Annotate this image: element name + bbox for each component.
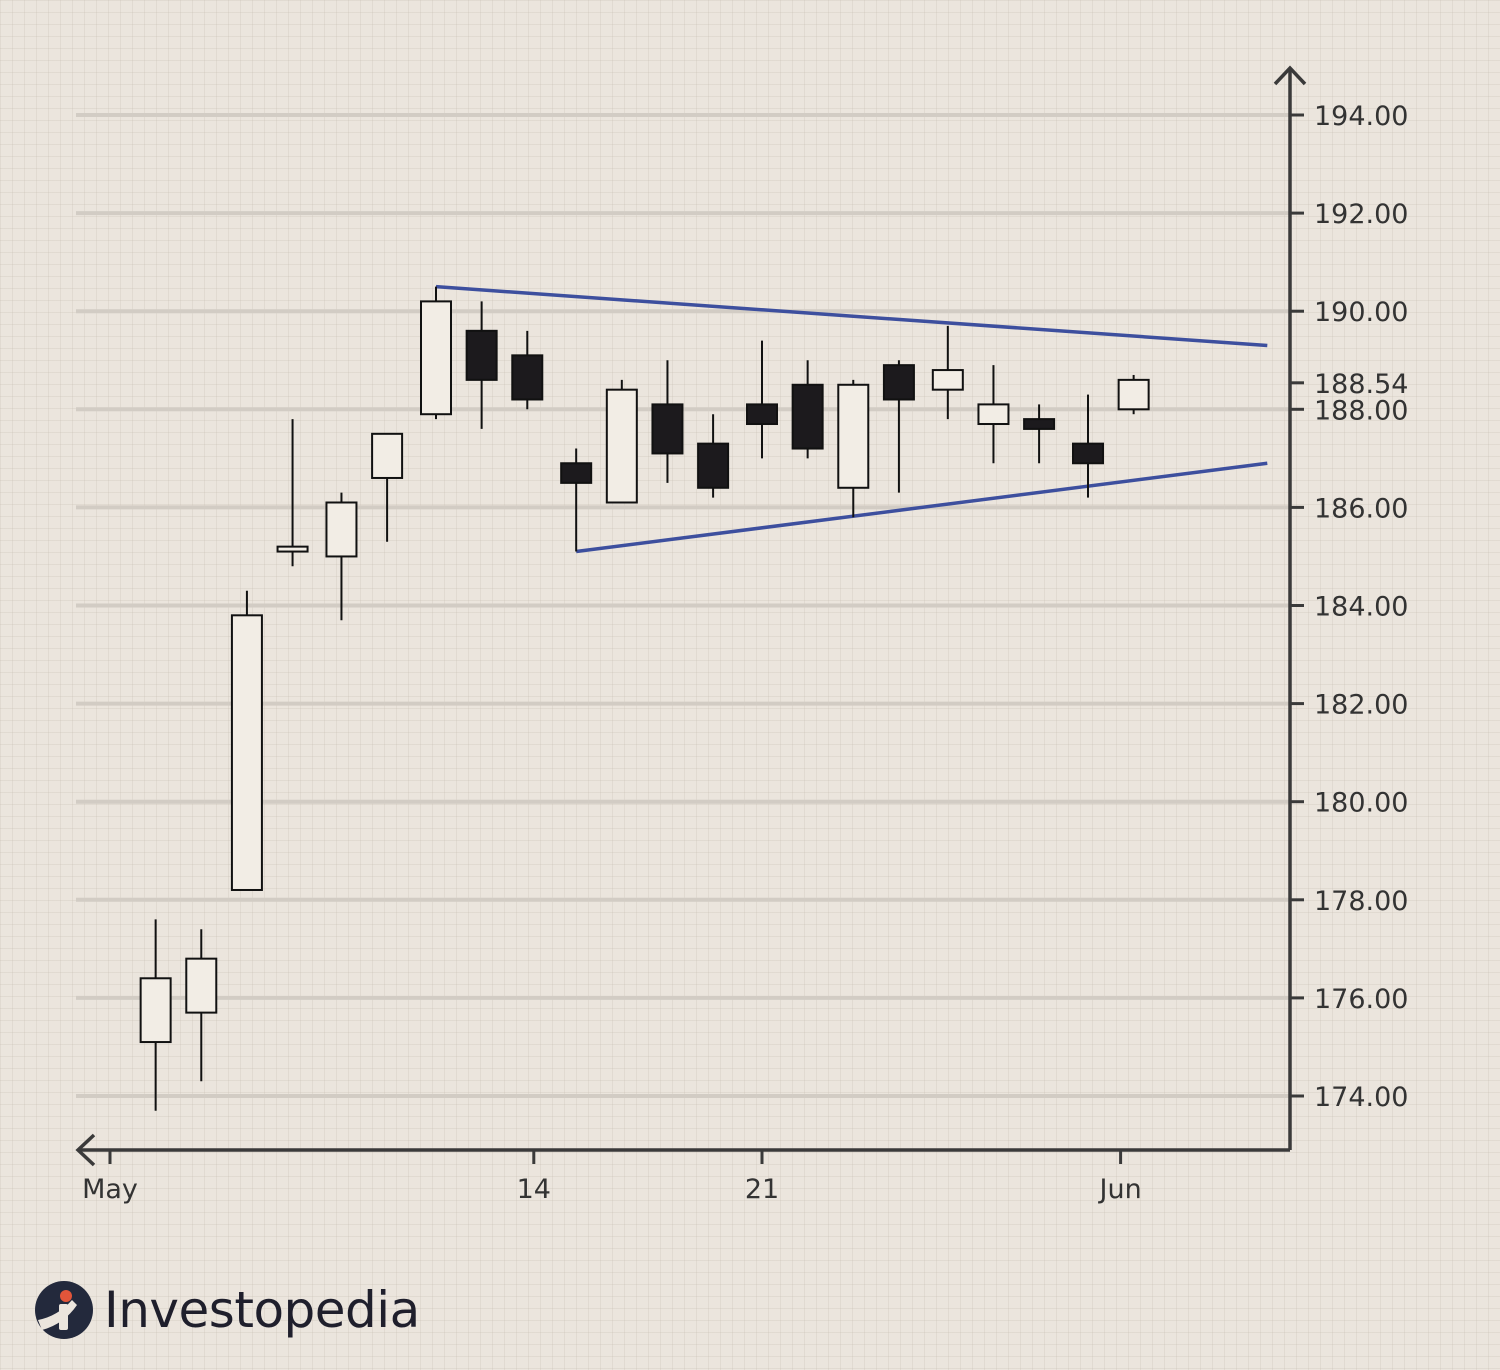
candle-body — [465, 329, 498, 381]
candle-body — [1072, 442, 1104, 465]
y-axis-arrow — [1273, 65, 1307, 86]
y-tick-label: 180.00 — [1314, 788, 1408, 819]
candle-body — [230, 614, 263, 891]
bullish-candle — [1117, 374, 1150, 415]
x-axis-arrow — [75, 1133, 96, 1167]
bearish-candle — [1072, 394, 1104, 498]
bearish-candle — [465, 301, 498, 429]
bearish-candle — [697, 414, 730, 498]
candle-body — [371, 432, 404, 479]
candle-body — [746, 403, 778, 426]
y-tick-label: 184.00 — [1314, 592, 1408, 623]
y-tick-label: 192.00 — [1314, 199, 1408, 230]
y-tick-label: 174.00 — [1314, 1082, 1408, 1113]
y-tick-label: 186.00 — [1314, 493, 1408, 524]
candle-body — [185, 957, 218, 1014]
candle-body — [931, 369, 964, 391]
bullish-candle — [605, 379, 638, 504]
candle-body — [697, 442, 730, 489]
candle-body — [651, 403, 684, 455]
y-tick-label: 194.00 — [1314, 101, 1408, 132]
y-tick-label: 176.00 — [1314, 984, 1408, 1015]
candle-body — [560, 462, 593, 484]
x-tick-label: May — [82, 1174, 138, 1205]
bearish-candle — [1023, 404, 1056, 464]
tick-labels: 174.00 176.00 178.00 180.00 182.00 184.00 186.… — [82, 101, 1408, 1205]
candle-body — [837, 383, 870, 489]
bearish-candle — [511, 330, 544, 410]
candle-body — [325, 501, 358, 558]
trendlines — [435, 284, 1268, 554]
bullish-candle — [420, 286, 452, 420]
x-tick-label: Jun — [1098, 1174, 1142, 1205]
bearish-candle — [651, 360, 684, 483]
bearish-candle — [791, 360, 824, 459]
bullish-candle — [276, 419, 309, 567]
y-tick-label: 178.00 — [1314, 886, 1408, 917]
candle-body — [139, 977, 172, 1044]
bullish-candle — [139, 919, 172, 1111]
bearish-candle — [560, 448, 593, 552]
candle-body — [1023, 418, 1056, 430]
x-tick-label: 14 — [517, 1174, 551, 1205]
y-tick-label: 188.54 — [1314, 369, 1408, 400]
investopedia-logo-icon — [35, 1281, 93, 1339]
trendline — [575, 461, 1268, 554]
bullish-candle — [371, 432, 404, 542]
bearish-candle — [746, 340, 778, 459]
bullish-candle — [977, 365, 1010, 464]
candle-body — [791, 383, 824, 450]
y-tick-label: 190.00 — [1314, 297, 1408, 328]
candle-body — [1117, 378, 1150, 411]
y-tick-label: 182.00 — [1314, 690, 1408, 721]
trendline — [435, 284, 1268, 348]
bullish-candle — [837, 379, 870, 518]
bullish-candle — [185, 929, 218, 1082]
candle-body — [276, 545, 309, 553]
candle-body — [605, 388, 638, 504]
bullish-candle — [325, 492, 358, 621]
axes — [75, 65, 1307, 1167]
bullish-candle — [230, 590, 263, 891]
brand-name: Investopedia — [104, 1281, 420, 1339]
y-tick-label: 188.00 — [1314, 395, 1408, 426]
candle-body — [882, 364, 915, 401]
investopedia-logo: Investopedia — [34, 1278, 420, 1342]
x-tick-label: 21 — [745, 1174, 779, 1205]
candle-body — [420, 300, 452, 416]
candle-body — [977, 403, 1010, 426]
grid-lines — [76, 113, 1290, 1098]
candles — [139, 286, 1150, 1111]
bearish-candle — [882, 360, 915, 493]
candle-body — [511, 354, 544, 401]
bullish-candle — [931, 325, 964, 420]
